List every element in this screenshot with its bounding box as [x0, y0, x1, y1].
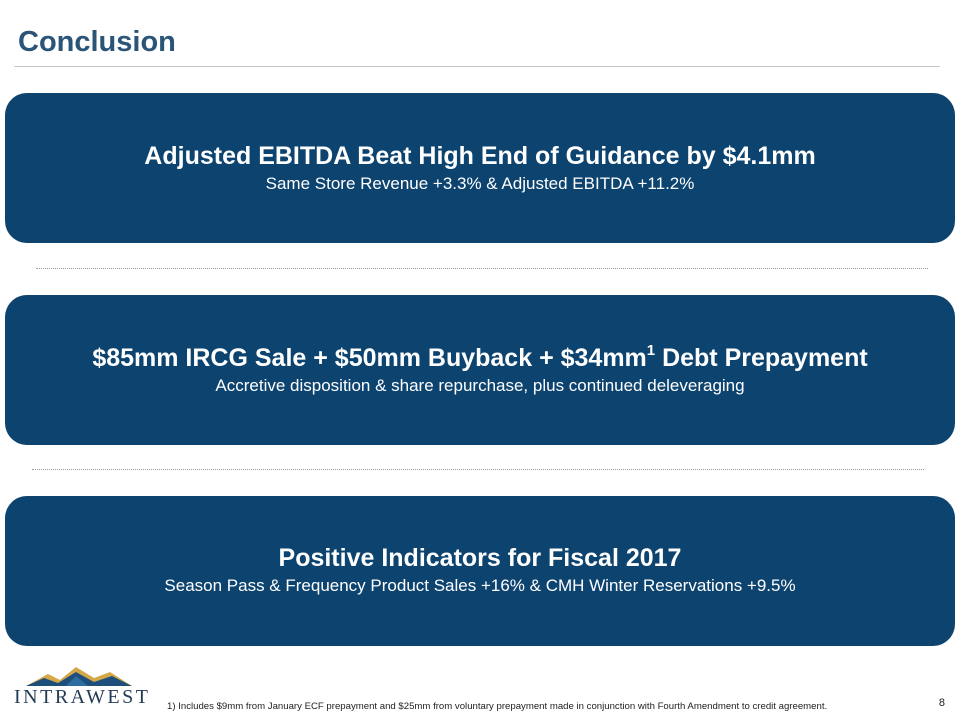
logo-wordmark: INTRAWEST	[14, 686, 151, 708]
footnote-marker: 1	[646, 341, 656, 359]
highlight-card-capital: $85mm IRCG Sale + $50mm Buyback + $34mm1…	[5, 295, 955, 445]
card-subtext: Same Store Revenue +3.3% & Adjusted EBIT…	[265, 174, 695, 193]
mountain-icon	[26, 667, 132, 686]
highlight-card-fiscal-2017: Positive Indicators for Fiscal 2017 Seas…	[5, 496, 955, 646]
footnote: 1) Includes $9mm from January ECF prepay…	[167, 701, 828, 712]
page-number: 8	[938, 697, 945, 709]
page-title: Conclusion	[18, 26, 176, 58]
card-headline: Positive Indicators for Fiscal 2017	[278, 544, 682, 572]
card-headline: $85mm IRCG Sale + $50mm Buyback + $34mm1…	[5, 343, 955, 373]
card-headline: Adjusted EBITDA Beat High End of Guidanc…	[144, 142, 816, 170]
dotted-divider	[32, 469, 924, 470]
title-divider	[14, 66, 940, 67]
card-subtext: Season Pass & Frequency Product Sales +1…	[164, 576, 796, 595]
card-subtext: Accretive disposition & share repurchase…	[215, 376, 745, 395]
highlight-card-ebitda: Adjusted EBITDA Beat High End of Guidanc…	[5, 93, 955, 243]
dotted-divider	[36, 268, 928, 269]
card-headline-text-end: Debt Prepayment	[655, 344, 868, 372]
card-headline-text: $85mm IRCG Sale + $50mm Buyback + $34mm	[92, 344, 647, 372]
company-logo: INTRAWEST	[14, 664, 151, 708]
